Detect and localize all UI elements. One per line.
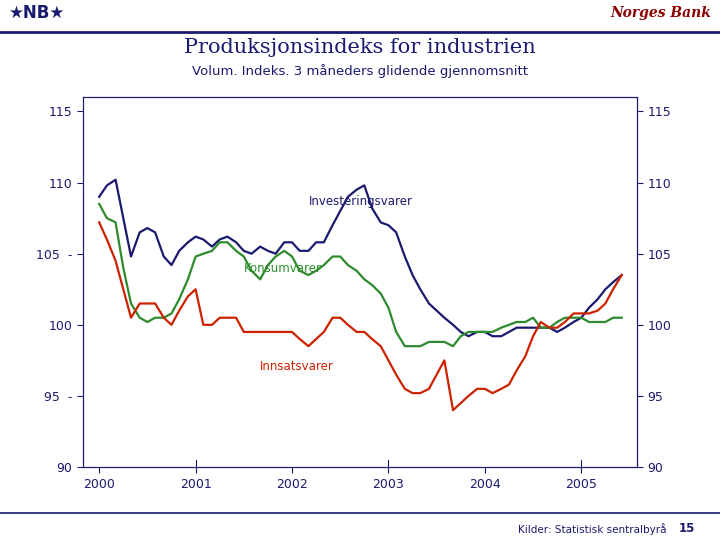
Text: ★NB★: ★NB★: [9, 4, 65, 22]
Text: Kilder: Statistisk sentralbyrå: Kilder: Statistisk sentralbyrå: [518, 523, 667, 535]
Text: Volum. Indeks. 3 måneders glidende gjennomsnitt: Volum. Indeks. 3 måneders glidende gjenn…: [192, 64, 528, 78]
Text: Produksjonsindeks for industrien: Produksjonsindeks for industrien: [184, 38, 536, 57]
Text: Innsatsvarer: Innsatsvarer: [260, 360, 334, 373]
Text: Norges Bank: Norges Bank: [611, 6, 711, 21]
Text: Konsumvarer: Konsumvarer: [244, 262, 322, 275]
Text: 15: 15: [678, 522, 695, 535]
Text: Investeringsvarer: Investeringsvarer: [308, 195, 413, 208]
